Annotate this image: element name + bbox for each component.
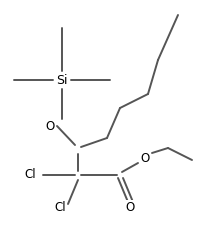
Text: Cl: Cl (54, 201, 65, 215)
Text: Si: Si (56, 73, 67, 86)
Text: O: O (45, 119, 54, 133)
Text: O: O (125, 201, 134, 215)
Text: O: O (140, 152, 149, 164)
Text: Cl: Cl (24, 168, 36, 182)
